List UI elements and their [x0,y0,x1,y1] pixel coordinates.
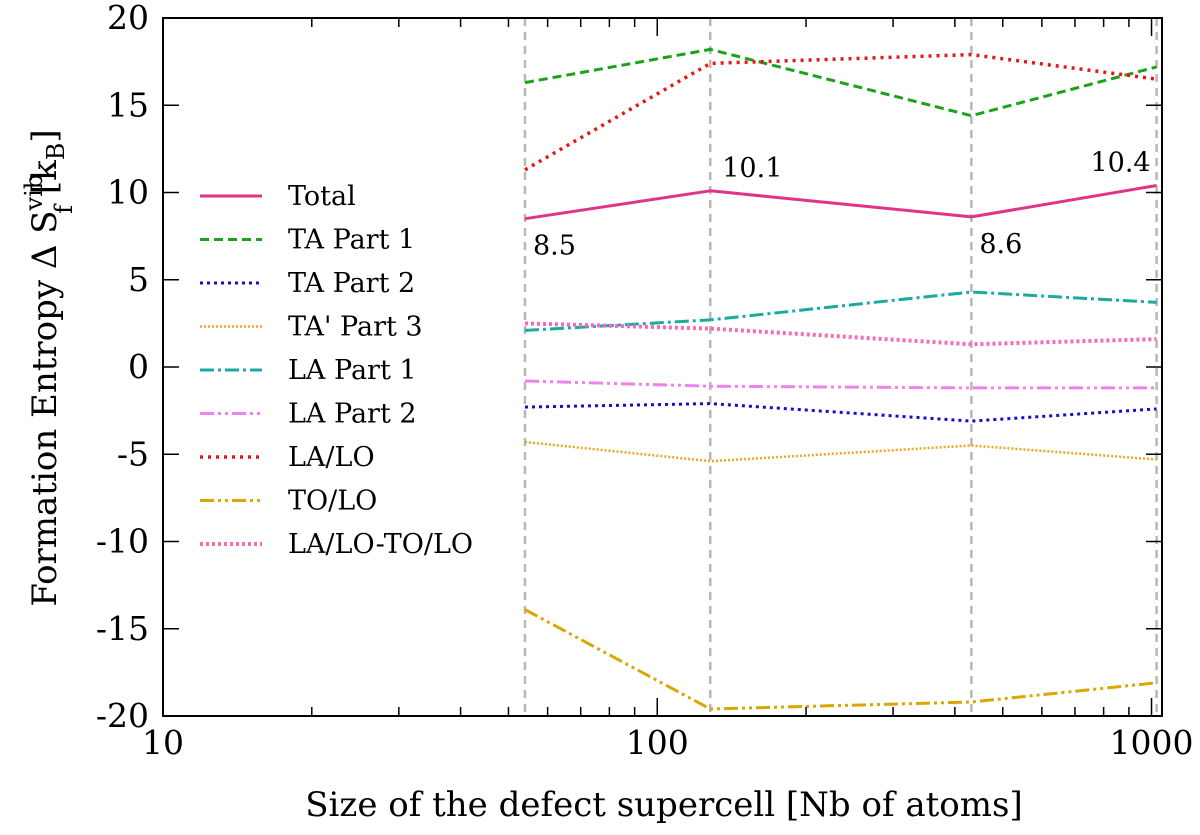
legend-label-ta-part-2: TA Part 2 [288,268,415,299]
series-line-la-lo [524,52,1157,172]
data-label-10-1: 10.1 [722,153,782,184]
legend: Total TA Part 1 TA Part 2 TA' Part 3 LA Part… [200,181,473,560]
y-tick-label-5: 5 [128,260,149,299]
x-tick-label-1000: 1000 [1110,723,1194,762]
x-tick-label-100: 100 [626,723,689,762]
y-axis-title-unit-close: ] [25,129,65,142]
data-annotations: 8.5 10.1 8.6 10.4 [533,148,1151,262]
legend-label-ta-part-1: TA Part 1 [288,225,415,256]
legend-label-la-lo-to-lo: LA/LO-TO/LO [288,529,473,560]
axis-ticks [162,17,1162,717]
legend-label-la-lo: LA/LO [288,442,375,473]
x-tick-label-10: 10 [142,723,184,762]
y-axis-title-subscript: f [50,203,78,214]
series-line-la-part-2 [524,379,1157,390]
y-axis-title-unit-sub: B [42,143,70,161]
y-axis-title-unit-open: [k [25,160,65,205]
y-tick-label--15: -15 [96,609,149,648]
y-tick-label-10: 10 [107,173,149,212]
legend-label-to-lo: TO/LO [288,486,377,517]
y-tick-label-20: 20 [107,0,149,37]
y-tick-label-15: 15 [107,85,149,124]
x-axis-title: Size of the defect supercell [Nb of atom… [305,785,1022,825]
reference-lines [523,18,1158,716]
series-line-la-part-1 [524,290,1157,332]
y-tick-label-0: 0 [128,347,149,386]
legend-label-total: Total [288,181,356,212]
y-tick-label--20: -20 [96,696,149,735]
series-line-ta-part-2 [524,402,1157,423]
tick-labels: 10 100 1000 20 15 10 5 0 -5 -10 -15 -20 [96,0,1194,762]
series-line-to-lo [524,608,1157,711]
legend-label-ta-part-3: TA' Part 3 [288,312,423,343]
legend-label-la-part-1: LA Part 1 [288,355,417,386]
data-label-8-6: 8.6 [979,229,1022,260]
legend-label-la-part-2: LA Part 2 [288,399,417,430]
series-line-ta-part-1 [524,47,1157,118]
series-line-la-lo-to-lo [524,321,1157,347]
series-lines [524,47,1157,711]
y-axis-title: Formation Entropy Δ Svibf [kB] [20,129,78,606]
y-axis-title-main: Formation Entropy Δ S [25,210,65,606]
y-tick-label--10: -10 [96,522,149,561]
data-label-8-5: 8.5 [533,231,576,262]
data-label-10-4: 10.4 [1090,148,1150,179]
series-line-total [524,184,1157,221]
series-line-ta-part-3 [524,440,1157,463]
y-axis-title-superscript: vib [20,174,48,212]
y-tick-label--5: -5 [117,434,149,473]
